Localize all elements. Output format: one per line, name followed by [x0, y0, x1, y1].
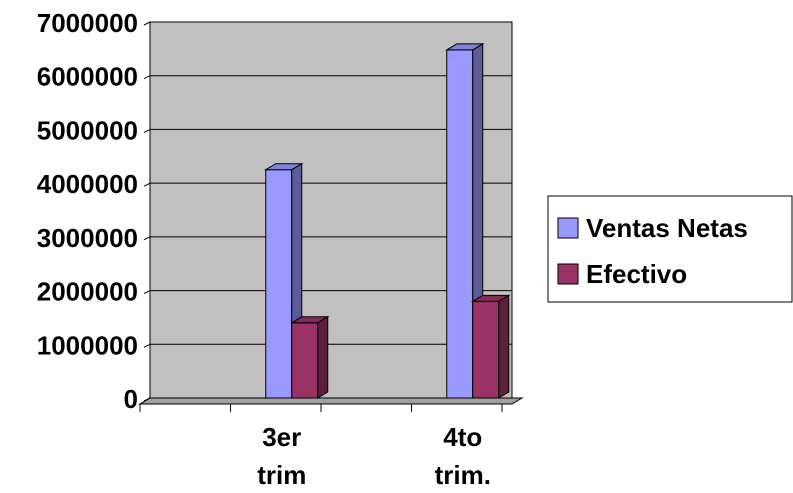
bars	[263, 43, 511, 399]
y-tick-label: 6000000	[37, 62, 138, 92]
bar	[289, 315, 330, 399]
legend-label: Efectivo	[586, 259, 687, 289]
y-axis-depth	[139, 397, 151, 405]
y-tick	[143, 128, 151, 133]
y-tick-label: 0	[124, 384, 138, 414]
y-tick-label: 1000000	[37, 330, 138, 360]
y-tick-labels: 0 1000000 2000000 3000000 4000000 5000000 6000…	[37, 8, 138, 414]
legend: Ventas Netas Efectivo	[547, 195, 793, 303]
axes	[139, 21, 503, 412]
y-tick-label: 2000000	[37, 277, 138, 307]
y-tick-label: 5000000	[37, 115, 138, 145]
legend-label: Ventas Netas	[586, 213, 748, 243]
y-tick-label: 4000000	[37, 169, 138, 199]
legend-swatch	[557, 217, 579, 239]
y-tick	[143, 236, 151, 241]
legend-swatch	[557, 263, 579, 285]
bar	[470, 294, 511, 399]
category-label: 3er trim	[257, 422, 306, 490]
category-label: 4to trim.	[435, 422, 491, 490]
y-tick	[143, 290, 151, 295]
bar	[263, 162, 304, 399]
y-tick	[143, 75, 151, 80]
y-tick-label: 7000000	[37, 8, 138, 38]
y-tick	[143, 343, 151, 348]
y-tick	[143, 182, 151, 187]
plot-floor	[138, 397, 524, 405]
y-tick-label: 3000000	[37, 223, 138, 253]
category-labels: 3er trim 4to trim.	[257, 422, 491, 490]
y-tick	[143, 21, 151, 26]
legend-box	[547, 195, 793, 303]
